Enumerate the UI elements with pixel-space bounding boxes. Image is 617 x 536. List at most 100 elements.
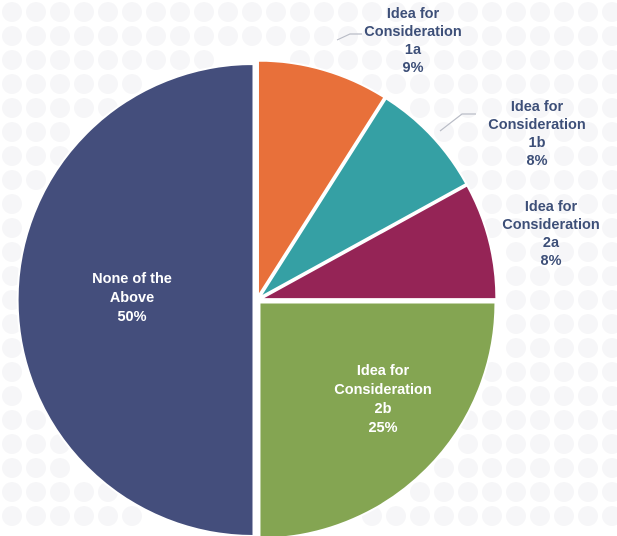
background-dot [506,482,526,502]
background-dot [506,386,526,406]
background-dot [578,74,598,94]
background-dot [314,26,334,46]
background-dot [122,74,142,94]
background-dot [2,98,22,118]
background-dot [530,458,550,478]
background-dot [506,26,526,46]
background-dot [362,50,382,70]
background-dot [26,2,46,22]
background-dot [434,2,454,22]
background-dot [602,386,617,406]
background-dot [2,410,22,430]
background-dot [602,314,617,334]
background-dot [98,26,118,46]
background-dot [26,26,46,46]
slice-percent-label: 8% [527,153,548,169]
background-dot [578,218,598,238]
background-dot [602,506,617,526]
background-dot [458,98,478,118]
background-dot [338,26,358,46]
background-dot [578,26,598,46]
slice-category-label: Consideration [364,24,461,40]
background-dot [434,482,454,502]
slice-category-label: 1a [405,42,422,58]
background-dot [482,170,502,190]
background-dot [458,458,478,478]
background-dot [26,98,46,118]
background-dot [26,458,46,478]
background-dot [458,506,478,526]
background-dot [602,290,617,310]
background-dot [266,26,286,46]
background-dot [98,2,118,22]
background-dot [578,314,598,334]
background-dot [194,50,214,70]
background-dot [554,2,574,22]
background-dot [554,242,574,262]
background-dot [410,50,430,70]
background-dot [554,170,574,190]
background-dot [386,74,406,94]
slice-category-label: Idea for [525,199,578,215]
background-dot [482,386,502,406]
background-dot [50,98,70,118]
background-dot [50,482,70,502]
background-dot [602,170,617,190]
background-dot [530,194,550,214]
leader-line [439,113,476,132]
background-dot [2,218,22,238]
background-dot [458,26,478,46]
background-dot [554,74,574,94]
background-dot [602,146,617,166]
background-dot [386,26,406,46]
background-dot [506,290,526,310]
background-dot [530,170,550,190]
background-dot [2,362,22,382]
background-dot [482,74,502,94]
background-dot [554,314,574,334]
slice-percent-label: 50% [117,309,146,325]
slice-category-label: Above [110,290,154,306]
background-dot [578,50,598,70]
background-dot [602,74,617,94]
slice-percent-label: 25% [368,420,397,436]
background-dot [2,26,22,46]
background-dot [482,50,502,70]
background-dot [74,74,94,94]
background-dot [506,458,526,478]
background-dot [74,506,94,526]
background-dot [578,386,598,406]
background-dot [26,506,46,526]
background-dot [482,506,502,526]
background-dot [74,482,94,502]
background-dot [26,434,46,454]
background-dot [578,410,598,430]
background-dot [2,122,22,142]
background-dot [122,506,142,526]
background-dot [554,98,574,118]
background-dot [530,26,550,46]
background-dot [554,338,574,358]
background-dot [26,482,46,502]
pie-slice-2b [258,301,497,536]
background-dot [530,242,550,262]
background-dot [578,122,598,142]
background-dot [506,362,526,382]
background-dot [482,458,502,478]
background-dot [602,122,617,142]
background-dot [482,194,502,214]
background-dot [602,362,617,382]
background-dot [2,194,22,214]
background-dot [530,146,550,166]
background-dot [26,146,46,166]
background-dot [2,458,22,478]
background-dot [2,170,22,190]
background-dot [578,362,598,382]
background-dot [434,506,454,526]
background-dot-pattern [2,2,617,526]
background-dot [506,2,526,22]
background-dot [530,362,550,382]
background-dot [2,242,22,262]
background-dot [266,2,286,22]
